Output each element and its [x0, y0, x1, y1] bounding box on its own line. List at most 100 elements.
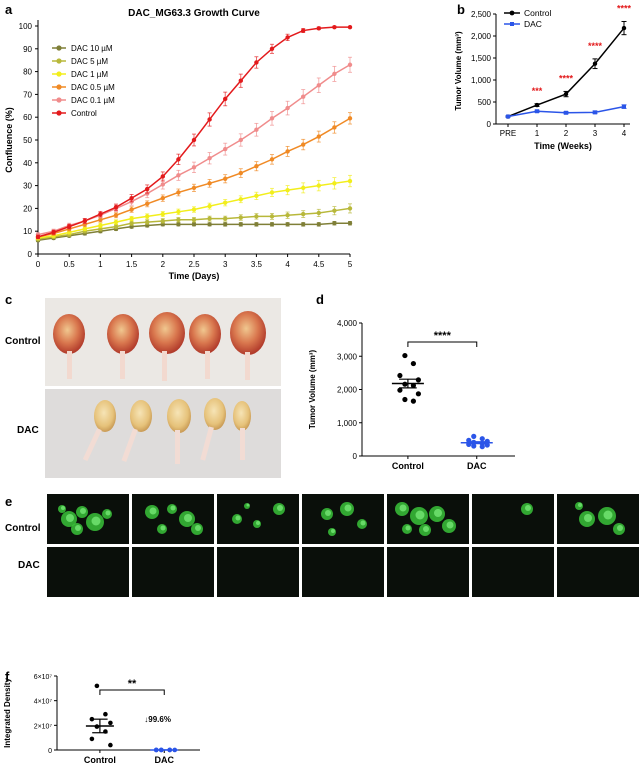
y-tick-label-f: 4×10⁷	[34, 699, 53, 706]
fluor-signal	[360, 520, 366, 526]
photo-e-row-dac-label: DAC	[18, 560, 40, 571]
fluor-signal	[325, 510, 331, 516]
data-point	[479, 436, 485, 442]
fluor-tile-control	[132, 494, 214, 544]
fluor-signal	[61, 506, 65, 510]
fluor-tile-dac	[47, 547, 129, 597]
group-f-1	[150, 747, 179, 753]
fluor-signal	[105, 510, 111, 516]
data-point	[415, 391, 421, 397]
data-point	[191, 185, 197, 191]
data-point	[223, 200, 228, 205]
data-point	[82, 226, 88, 232]
x-tick-label-f: Control	[84, 755, 116, 765]
data-point	[160, 195, 165, 201]
data-point	[254, 127, 259, 132]
x-tick-label-a: 4.5	[313, 260, 325, 269]
panel-label-b: b	[457, 2, 465, 17]
y-tick-label-a: 100	[19, 22, 33, 31]
data-point	[176, 157, 181, 162]
data-point	[410, 360, 416, 367]
data-point	[191, 165, 197, 170]
legend-label: DAC 1 µM	[71, 70, 108, 79]
significance-bracket-d	[407, 341, 478, 347]
data-point	[316, 210, 321, 216]
y-axis-label-a: Confluence (%)	[4, 107, 14, 173]
significance-bracket-f	[99, 689, 165, 695]
data-point	[223, 216, 228, 221]
panel-label-a: a	[5, 2, 13, 17]
data-point	[108, 720, 113, 726]
data-point	[113, 213, 119, 218]
data-point	[301, 211, 306, 217]
data-point	[622, 104, 626, 109]
data-point	[269, 157, 275, 162]
data-point	[347, 221, 353, 226]
legend-marker-b	[510, 22, 514, 26]
data-point	[301, 222, 306, 227]
x-tick-label-a: 2.5	[188, 260, 200, 269]
growth-curve-chart: DAC_MG63.3 Growth Curve01020304050607080…	[4, 8, 353, 281]
y-tick-label-d: 2,000	[337, 386, 358, 395]
data-point	[176, 173, 181, 178]
data-point	[145, 186, 150, 192]
data-point	[332, 221, 337, 226]
data-point	[191, 207, 197, 212]
data-point	[301, 28, 306, 33]
reduction-annotation: ↓99.6%	[144, 715, 171, 724]
data-point	[254, 222, 259, 227]
y-tick-label-a: 40	[23, 159, 32, 168]
y-axis-label-b: Tumor Volume (mm³)	[454, 31, 463, 111]
fluor-tile-dac	[557, 547, 639, 597]
x-tick-label-a: 3.5	[251, 260, 263, 269]
data-point	[35, 234, 41, 240]
photo-c-row-dac-label: DAC	[17, 425, 39, 436]
integrated-density-chart: 0 2×10⁷ 4×10⁷ 6×10⁷ Control DAC Integrated Den…	[3, 674, 200, 765]
data-point	[238, 78, 243, 83]
series-b-dac_b	[505, 104, 627, 119]
data-point	[269, 46, 275, 51]
data-point	[563, 91, 569, 97]
data-point	[191, 137, 197, 143]
legend-label: DAC 0.5 µM	[71, 83, 115, 92]
data-point	[534, 102, 540, 108]
series-b-control_b	[505, 20, 627, 119]
fluorescence-images	[47, 494, 641, 597]
fluor-signal	[525, 505, 531, 511]
data-point	[347, 24, 353, 30]
data-point	[402, 352, 408, 359]
legend-marker	[56, 45, 62, 51]
x-axis-label-b: Time (Weeks)	[534, 141, 592, 151]
data-point	[145, 201, 150, 207]
significance-star-b: ****	[588, 41, 603, 51]
data-point	[176, 190, 181, 195]
data-point	[67, 224, 72, 229]
fluor-signal	[170, 505, 176, 511]
fluor-tile-dac	[387, 547, 469, 597]
data-point	[207, 222, 212, 227]
data-point	[269, 214, 275, 219]
y-axis-label-f: Integrated Density	[3, 678, 12, 748]
data-point	[129, 221, 134, 226]
data-point	[285, 35, 290, 40]
fluor-signal	[399, 504, 407, 512]
panel-label-e: e	[5, 494, 13, 509]
y-tick-label-d: 0	[353, 452, 358, 461]
fluor-signal	[149, 507, 157, 515]
data-point	[484, 442, 490, 448]
data-point	[397, 387, 403, 393]
legend-label: DAC 5 µM	[71, 57, 108, 66]
data-point	[160, 174, 165, 179]
data-point	[479, 444, 485, 450]
data-point	[176, 222, 181, 227]
data-point	[82, 218, 88, 224]
y-tick-label-b: 1,500	[471, 54, 492, 63]
x-axis-label-a: Time (Days)	[169, 271, 220, 281]
legend-label-b: Control	[524, 8, 552, 18]
y-tick-label-a: 20	[23, 204, 32, 213]
group-d-0	[391, 352, 424, 404]
data-point	[160, 182, 165, 187]
data-point	[129, 195, 134, 201]
significance-stars-d: ****	[434, 330, 452, 342]
series-dac1	[35, 174, 353, 241]
